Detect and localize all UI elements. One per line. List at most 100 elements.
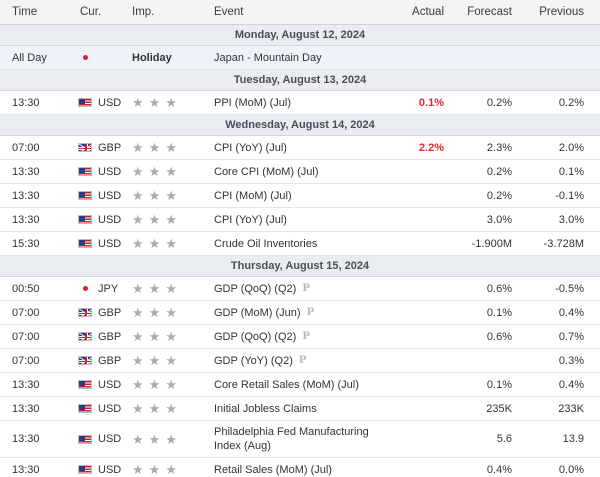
- event-name[interactable]: CPI (YoY) (Jul): [214, 213, 386, 227]
- event-name[interactable]: Initial Jobless Claims: [214, 402, 386, 416]
- star-icon: ★: [132, 431, 144, 447]
- star-icon: ★: [165, 236, 177, 251]
- header-currency[interactable]: Cur.: [80, 6, 102, 18]
- day-header: Wednesday, August 14, 2024: [0, 115, 600, 136]
- event-importance: ★ ★ ★: [132, 96, 214, 109]
- currency-code: JPY: [98, 282, 119, 295]
- event-name[interactable]: GDP (QoQ) (Q2) P: [214, 330, 386, 344]
- event-previous: 0.1%: [558, 165, 584, 178]
- event-name[interactable]: PPI (MoM) (Jul): [214, 96, 386, 110]
- us-flag-icon: [78, 215, 92, 224]
- star-icon: ★: [132, 212, 144, 227]
- event-time: 13:30: [12, 433, 40, 445]
- star-icon: ★: [132, 281, 144, 296]
- event-row[interactable]: 07:00 GBP ★ ★ ★ GDP (MoM) (Jun) P 0.1% 0.4%: [0, 301, 600, 325]
- event-importance: ★ ★ ★: [132, 189, 214, 202]
- event-previous: 2.0%: [558, 141, 584, 154]
- currency-code: USD: [98, 433, 122, 445]
- event-previous: -0.1%: [555, 189, 584, 202]
- event-row[interactable]: 13:30 USD ★ ★ ★ PPI (MoM) (Jul) 0.1% 0.2% 0.2%: [0, 91, 600, 115]
- event-currency: USD: [68, 97, 132, 109]
- importance-stars: ★ ★ ★: [132, 354, 177, 367]
- table-header: Time Cur. Imp. Event Actual Forecast Pre…: [0, 0, 600, 25]
- currency-code: USD: [98, 213, 122, 226]
- event-importance: ★ ★ ★: [132, 433, 214, 446]
- event-name-text: GDP (MoM) (Jun): [214, 306, 301, 319]
- event-row[interactable]: 07:00 GBP ★ ★ ★ GDP (YoY) (Q2) P 0.3%: [0, 349, 600, 373]
- event-name-text: GDP (QoQ) (Q2): [214, 330, 297, 343]
- event-currency: USD: [68, 403, 132, 415]
- currency-code: USD: [98, 96, 122, 109]
- event-name-text: Retail Sales (MoM) (Jul): [214, 463, 332, 476]
- star-icon: ★: [132, 188, 144, 203]
- event-time: 13:30: [12, 165, 40, 178]
- event-name-text: CPI (YoY) (Jul): [214, 141, 287, 154]
- event-row[interactable]: 13:30 USD ★ ★ ★ Core CPI (MoM) (Jul) 0.2% 0.1%: [0, 160, 600, 184]
- event-name[interactable]: Core CPI (MoM) (Jul): [214, 165, 386, 179]
- event-forecast: 2.3%: [486, 141, 512, 154]
- event-name[interactable]: Retail Sales (MoM) (Jul): [214, 463, 386, 477]
- event-name[interactable]: Core Retail Sales (MoM) (Jul): [214, 378, 386, 392]
- star-icon: ★: [165, 212, 177, 227]
- star-icon: ★: [165, 329, 177, 344]
- day-header: Monday, August 12, 2024: [0, 25, 600, 46]
- event-previous: 0.4%: [558, 306, 584, 319]
- jp-flag-icon: [78, 53, 92, 62]
- event-row[interactable]: 13:30 USD ★ ★ ★ Core Retail Sales (MoM) (Jul)…: [0, 373, 600, 397]
- event-name[interactable]: CPI (YoY) (Jul): [214, 141, 386, 155]
- star-icon: ★: [148, 305, 161, 320]
- event-importance: ★ ★ ★: [132, 463, 214, 476]
- star-icon: ★: [148, 401, 161, 416]
- us-flag-icon: [78, 167, 92, 176]
- event-row[interactable]: 13:30 USD ★ ★ ★ CPI (YoY) (Jul) 3.0% 3.0%: [0, 208, 600, 232]
- event-time: 13:30: [12, 402, 40, 415]
- event-row[interactable]: 07:00 GBP ★ ★ ★ CPI (YoY) (Jul) 2.2% 2.3% 2.0%: [0, 136, 600, 160]
- header-event[interactable]: Event: [214, 6, 244, 18]
- event-name[interactable]: Japan - Mountain Day: [214, 51, 386, 65]
- day-header: Tuesday, August 13, 2024: [0, 70, 600, 91]
- star-icon: ★: [165, 353, 177, 368]
- event-importance: ★ ★ ★: [132, 402, 214, 415]
- event-row[interactable]: 13:30 USD ★ ★ ★ Retail Sales (MoM) (Jul) 0.4% 0…: [0, 458, 600, 477]
- event-time: 13:30: [12, 463, 40, 476]
- event-actual: 2.2%: [418, 141, 444, 154]
- event-previous: 0.4%: [558, 378, 584, 391]
- star-icon: ★: [132, 164, 144, 179]
- event-currency: GBP: [68, 355, 132, 367]
- star-icon: ★: [148, 95, 161, 110]
- header-time[interactable]: Time: [12, 6, 38, 18]
- star-icon: ★: [165, 401, 177, 416]
- event-name[interactable]: Crude Oil Inventories: [214, 237, 386, 251]
- event-name[interactable]: GDP (YoY) (Q2) P: [214, 354, 386, 368]
- us-flag-icon: [78, 98, 92, 107]
- event-currency: GBP: [68, 331, 132, 343]
- header-importance[interactable]: Imp.: [132, 6, 155, 18]
- us-flag-icon: [78, 191, 92, 200]
- event-row[interactable]: 13:30 USD ★ ★ ★ Philadelphia Fed Manufacturin…: [0, 421, 600, 458]
- header-actual[interactable]: Actual: [412, 6, 444, 18]
- importance-stars: ★ ★ ★: [132, 330, 177, 343]
- star-icon: ★: [132, 353, 144, 368]
- event-row[interactable]: 00:50 JPY ★ ★ ★ GDP (QoQ) (Q2) P 0.6% -0.5%: [0, 277, 600, 301]
- header-previous[interactable]: Previous: [539, 6, 584, 18]
- event-name[interactable]: GDP (MoM) (Jun) P: [214, 306, 386, 320]
- event-currency: USD: [68, 190, 132, 202]
- event-name[interactable]: CPI (MoM) (Jul): [214, 189, 386, 203]
- event-row[interactable]: All Day Holiday Japan - Mountain Day: [0, 46, 600, 70]
- importance-stars: ★ ★ ★: [132, 306, 177, 319]
- star-icon: ★: [165, 431, 177, 447]
- star-icon: ★: [132, 401, 144, 416]
- event-name[interactable]: GDP (QoQ) (Q2) P: [214, 282, 386, 296]
- currency-code: USD: [98, 189, 122, 202]
- event-name-text: Initial Jobless Claims: [214, 402, 317, 415]
- event-row[interactable]: 07:00 GBP ★ ★ ★ GDP (QoQ) (Q2) P 0.6% 0.7%: [0, 325, 600, 349]
- currency-code: USD: [98, 165, 122, 178]
- event-row[interactable]: 13:30 USD ★ ★ ★ CPI (MoM) (Jul) 0.2% -0.1%: [0, 184, 600, 208]
- event-row[interactable]: 13:30 USD ★ ★ ★ Initial Jobless Claims 235K 233…: [0, 397, 600, 421]
- event-name[interactable]: Philadelphia Fed Manufacturing Index (Au…: [214, 425, 386, 453]
- preliminary-p-icon: P: [306, 306, 315, 318]
- event-time: All Day: [12, 51, 47, 64]
- event-row[interactable]: 15:30 USD ★ ★ ★ Crude Oil Inventories -1.900M -…: [0, 232, 600, 256]
- event-previous: 0.7%: [558, 330, 584, 343]
- header-forecast[interactable]: Forecast: [467, 6, 512, 18]
